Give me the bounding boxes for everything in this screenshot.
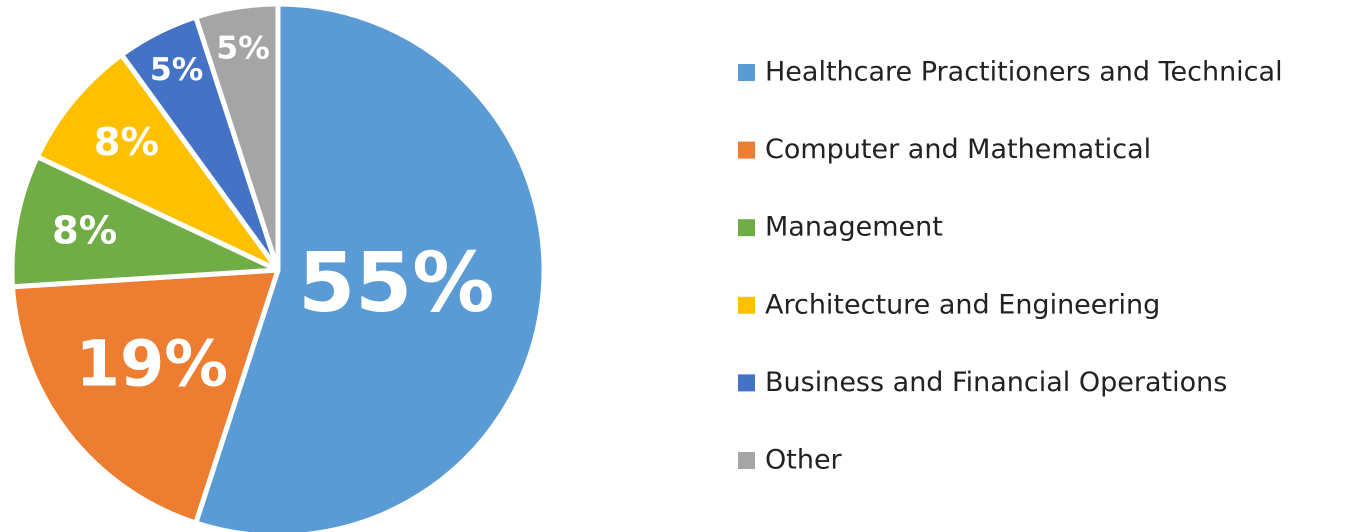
legend-label: Healthcare Practitioners and Technical xyxy=(765,57,1283,88)
legend-swatch xyxy=(738,141,755,159)
legend-swatch xyxy=(738,296,755,314)
data-label: 8% xyxy=(52,209,117,254)
data-label: 55% xyxy=(298,236,494,331)
legend-swatch xyxy=(738,374,755,392)
data-label: 8% xyxy=(94,120,159,165)
data-label: 5% xyxy=(150,52,203,88)
pie-slice xyxy=(34,52,281,273)
pie-slice xyxy=(193,1,547,532)
pie-slice xyxy=(193,1,281,273)
legend-swatch xyxy=(738,219,755,237)
legend-label: Business and Financial Operations xyxy=(765,367,1227,398)
legend-swatch xyxy=(738,64,755,81)
pie-slice xyxy=(9,154,281,290)
data-label: 19% xyxy=(76,327,228,401)
legend-swatch xyxy=(738,452,755,469)
legend-label: Other xyxy=(765,445,843,476)
legend-label: Architecture and Engineering xyxy=(765,289,1160,320)
legend-label: Management xyxy=(765,212,943,243)
pie-slice xyxy=(10,267,281,526)
data-label: 5% xyxy=(216,30,269,66)
legend-label: Computer and Mathematical xyxy=(765,134,1151,165)
